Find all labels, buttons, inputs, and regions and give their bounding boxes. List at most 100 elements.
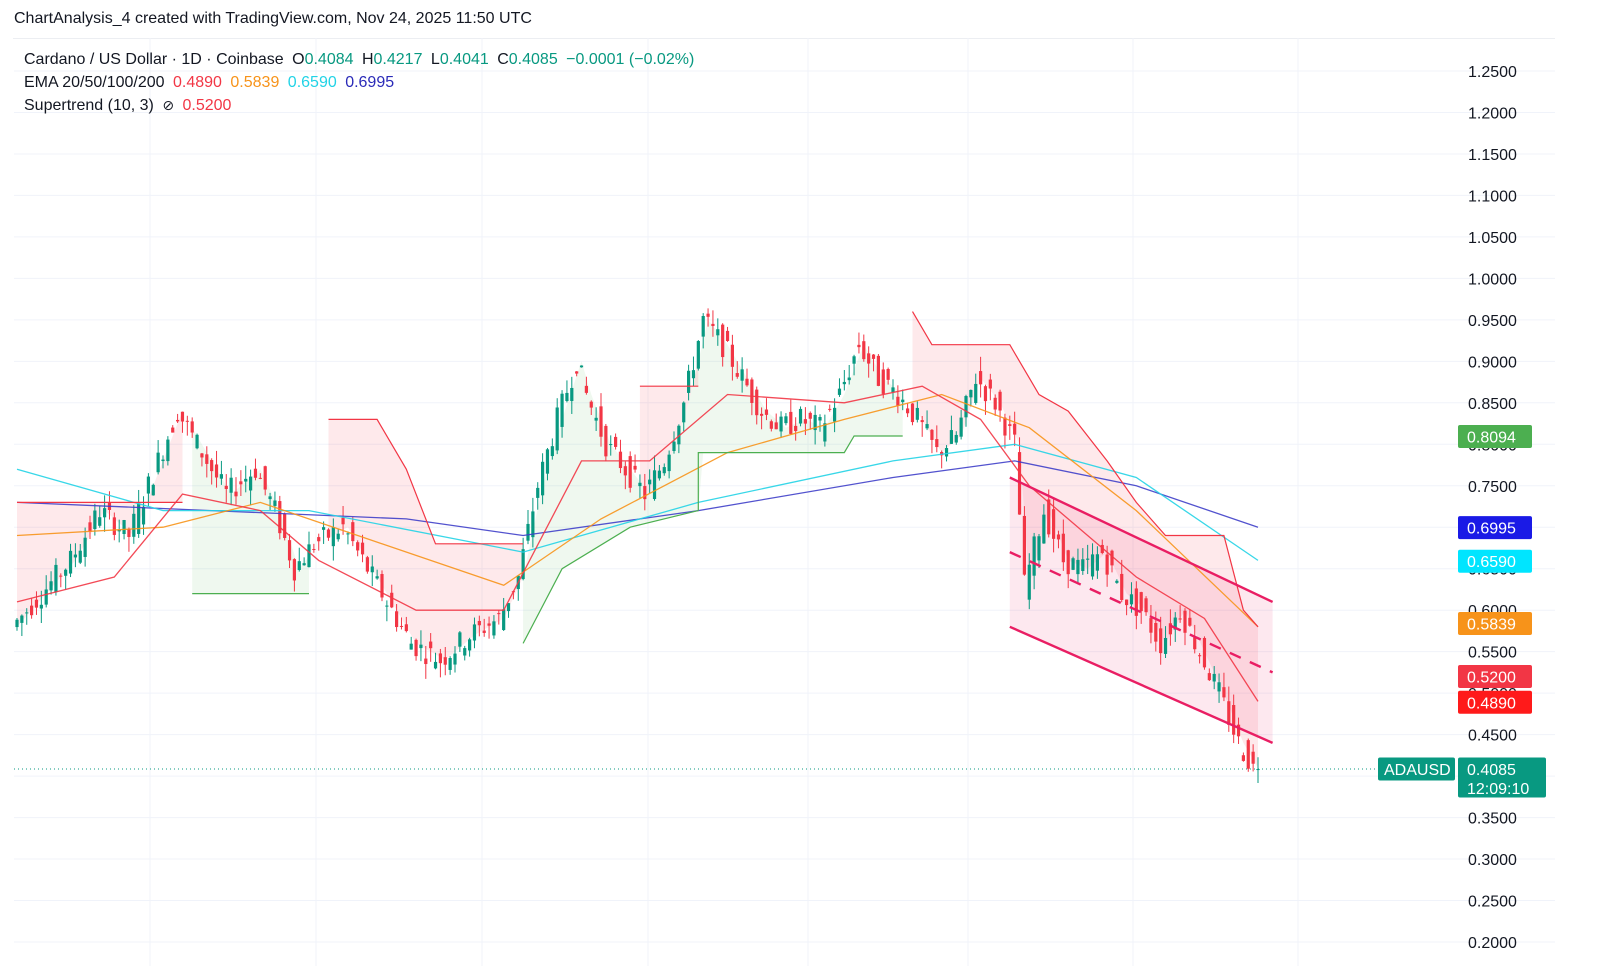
candle-body [458, 632, 462, 647]
legend-low: 0.4041 [439, 51, 489, 68]
candle-body [1105, 554, 1109, 575]
supertrend-line-up [522, 510, 699, 644]
candle-body [141, 506, 146, 525]
candle-body [998, 391, 1002, 411]
candle-body [614, 436, 618, 447]
price-axis-tick: 1.1000 [1468, 188, 1517, 205]
candle-body [808, 412, 812, 419]
symbol-tag-label: ADAUSD [1384, 762, 1451, 779]
candle-body [453, 653, 457, 665]
supertrend-fill-down [912, 311, 1258, 768]
supertrend-line-down [328, 418, 524, 545]
candle-body [536, 487, 540, 498]
candles [15, 308, 1260, 784]
indicator-lines [14, 311, 1378, 770]
candle-body [307, 544, 311, 568]
candle-body [1042, 514, 1046, 544]
header-bar: ChartAnalysis_4 created with TradingView… [14, 10, 532, 27]
candle-body [180, 411, 185, 422]
candle-body [682, 402, 686, 423]
candle-body [448, 658, 452, 670]
candle-body [910, 403, 915, 423]
legend-ema100: 0.6590 [287, 74, 337, 91]
candle-body [268, 496, 272, 500]
legend-ema-label[interactable]: EMA 20/50/100/200 [24, 74, 165, 91]
candle-body [1125, 599, 1129, 606]
candle-body [1251, 751, 1255, 764]
candle-body [862, 341, 866, 360]
candle-body [847, 377, 851, 381]
candle-body [920, 420, 924, 423]
candle-body [740, 369, 744, 381]
candle-body [151, 484, 155, 496]
candle-body [662, 467, 666, 474]
candle-body [755, 389, 759, 416]
candle-body [979, 371, 983, 385]
candle-body [249, 476, 253, 491]
candle-body [867, 353, 871, 364]
legend-ema200: 0.6995 [345, 74, 395, 91]
candle-body [156, 452, 160, 473]
ema20-line [16, 385, 1259, 702]
candle-body [492, 621, 496, 636]
price-axis-tick: 0.9500 [1468, 313, 1517, 330]
candle-body [356, 542, 360, 551]
candle-body [1129, 594, 1134, 605]
candle-body [322, 527, 326, 530]
candle-body [146, 476, 150, 494]
candle-body [813, 414, 817, 431]
candle-body [837, 388, 842, 395]
price-tag-label: 0.4085 [1467, 762, 1516, 779]
candle-body [789, 411, 793, 434]
candle-body [1056, 534, 1061, 540]
candle-body [370, 566, 374, 573]
candle-body [638, 482, 642, 487]
supertrend-fill-down [328, 419, 524, 660]
candle-body [833, 407, 837, 422]
candle-body [497, 613, 501, 615]
candle-body [375, 576, 379, 579]
legend-ema50: 0.5839 [230, 74, 280, 91]
candle-body [1193, 637, 1197, 650]
candle-body [1110, 550, 1114, 566]
candle-body [1115, 580, 1119, 583]
candle-body [263, 466, 267, 490]
legend-high: 0.4217 [373, 51, 423, 68]
candle-body [1120, 573, 1124, 600]
candle-body [88, 522, 92, 532]
candle-body [1095, 554, 1099, 571]
legend-row-ema: EMA 20/50/100/200 0.4890 0.5839 0.6590 0… [24, 71, 698, 94]
candle-body [652, 470, 657, 500]
candle-body [1154, 623, 1158, 642]
candle-body [477, 620, 481, 626]
candle-body [30, 605, 34, 616]
legend-supertrend-label[interactable]: Supertrend (10, 3) [24, 97, 154, 114]
price-tag [1458, 516, 1532, 540]
candle-body [706, 313, 710, 317]
candle-body [915, 407, 919, 420]
candle-body [502, 609, 506, 631]
candle-body [886, 369, 890, 380]
candle-body [657, 470, 661, 479]
candle-body [112, 517, 116, 535]
candle-body [1022, 515, 1026, 575]
candle-body [195, 434, 199, 449]
candle-body [234, 491, 238, 497]
candle-body [429, 641, 433, 649]
legend-symbol[interactable]: Cardano / US Dollar · 1D · Coinbase [24, 51, 284, 68]
candle-body [253, 468, 258, 478]
supertrend-fill-up [523, 361, 699, 644]
candle-body [1173, 617, 1177, 630]
candle-body [117, 529, 121, 532]
candle-body [44, 589, 48, 605]
price-tag-label: 0.5200 [1467, 670, 1516, 687]
candle-body [818, 417, 822, 421]
candle-body [1071, 558, 1075, 570]
candle-body [137, 503, 141, 534]
candle-body [901, 399, 905, 403]
price-axis[interactable]: 1.2500 1.2000 1.1500 1.1000 1.0500 1.0000 0.95… [1468, 64, 1517, 952]
candle-body [823, 423, 827, 442]
price-axis-tick: 1.0000 [1468, 271, 1517, 288]
candle-body [506, 603, 511, 612]
